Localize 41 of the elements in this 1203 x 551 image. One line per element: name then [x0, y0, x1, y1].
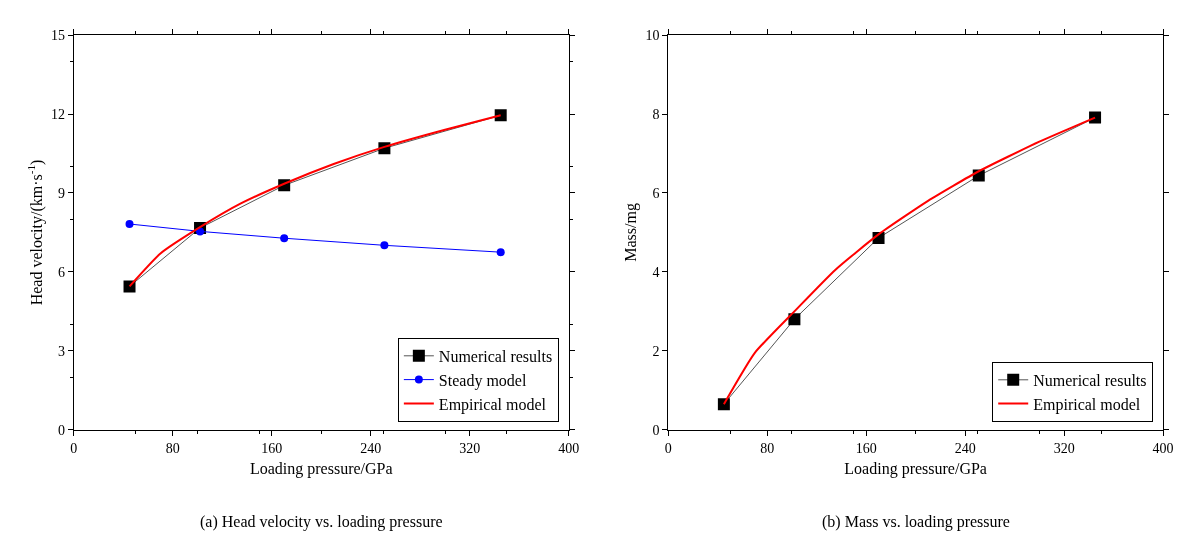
- legend-label: Empirical model: [1033, 395, 1141, 414]
- point: [717, 398, 730, 411]
- x-tick-label: 160: [855, 440, 877, 456]
- point: [125, 220, 134, 229]
- point: [496, 248, 505, 257]
- x-tick-label: 0: [70, 440, 78, 456]
- legend-label: Steady model: [438, 371, 527, 390]
- x-tick-label: 80: [165, 440, 180, 456]
- y-tick-label: 15: [51, 27, 66, 43]
- y-tick-label: 3: [58, 343, 66, 359]
- x-tick-label: 320: [459, 440, 481, 456]
- y-tick-label: 2: [652, 343, 660, 359]
- x-axis-title: Loading pressure/GPa: [844, 460, 987, 479]
- text: (a) Head velocity vs. loading pressure: [200, 513, 443, 531]
- x-tick-label: 0: [664, 440, 672, 456]
- y-tick-label: 0: [58, 422, 66, 438]
- point: [280, 234, 289, 243]
- x-tick-label: 320: [1053, 440, 1075, 456]
- point: [380, 241, 389, 250]
- legend-label: Empirical model: [438, 395, 547, 414]
- y-tick-label: 0: [652, 422, 660, 438]
- y-tick-label: 12: [51, 106, 66, 122]
- y-tick-label: 6: [652, 185, 660, 201]
- y-tick-label: 9: [58, 185, 66, 201]
- legend-label: Numerical results: [1033, 372, 1147, 390]
- legend-label: Numerical results: [438, 348, 553, 366]
- x-tick-label: 240: [360, 440, 382, 456]
- y-tick-label: 8: [652, 106, 660, 122]
- x-tick-label: 240: [954, 440, 976, 456]
- x-tick-label: 400: [1152, 440, 1174, 456]
- text: (b) Mass vs. loading pressure: [822, 513, 1010, 531]
- x-tick-label: 160: [261, 440, 283, 456]
- y-axis-title: Mass/mg: [622, 203, 641, 262]
- y-tick-label: 4: [652, 264, 660, 280]
- y-tick-label: 10: [645, 27, 660, 43]
- point: [494, 109, 507, 122]
- x-tick-label: 400: [558, 440, 580, 456]
- point: [1089, 111, 1102, 124]
- y-tick-label: 6: [58, 264, 66, 280]
- x-tick-label: 80: [760, 440, 775, 456]
- x-axis-title: Loading pressure/GPa: [249, 460, 393, 479]
